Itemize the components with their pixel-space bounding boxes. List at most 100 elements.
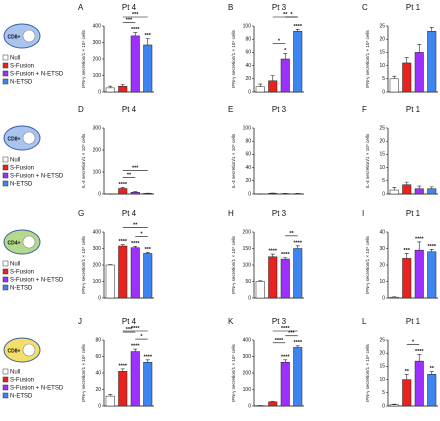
y-tick-label: 0 <box>248 89 251 95</box>
legend-label: Null <box>10 158 20 164</box>
bar <box>268 401 278 407</box>
y-tick-label: 0 <box>382 191 385 197</box>
y-tick-label: 20 <box>379 262 385 268</box>
significance: **** <box>118 363 127 369</box>
bar <box>389 296 399 299</box>
cell-nucleus <box>22 29 36 43</box>
cell-icon <box>3 125 41 151</box>
cell-label: CD4+ <box>8 240 21 246</box>
bar <box>255 86 265 93</box>
error-bar <box>392 403 397 405</box>
y-tick-label: 300 <box>93 246 102 252</box>
y-tick-label: 40 <box>245 165 251 171</box>
bar <box>143 253 153 299</box>
y-tick-label: 5 <box>382 178 385 184</box>
error-bar <box>120 368 125 372</box>
y-axis-label: IFN-γ secretion/1 × 10⁶ cells <box>81 343 86 401</box>
bracket-label: * <box>412 339 415 345</box>
legend-swatch <box>2 172 9 179</box>
bar <box>389 404 399 407</box>
legend-swatch <box>2 260 9 267</box>
y-tick-label: 100 <box>243 23 252 29</box>
error-bar <box>295 345 300 348</box>
bar <box>118 245 128 299</box>
bar <box>389 78 399 93</box>
error-bar <box>417 185 422 189</box>
legend-label: S-Fusion <box>10 378 34 384</box>
y-tick-label: 400 <box>93 229 102 235</box>
error-bar <box>283 53 288 59</box>
legend-label: Null <box>10 262 20 268</box>
bracket-label: *** <box>132 165 139 171</box>
bar <box>389 189 399 195</box>
legend-label: S-Fusion <box>10 166 34 172</box>
error-bar <box>120 244 125 247</box>
legend-label: Null <box>10 56 20 62</box>
error-bar <box>417 354 422 362</box>
bar <box>143 44 153 93</box>
bar <box>293 248 303 299</box>
significance: **** <box>281 252 290 258</box>
y-tick-label: 20 <box>379 139 385 145</box>
y-tick-label: 0 <box>98 295 101 301</box>
y-axis-label: IFN-γ secretion/1 × 10⁶ cells <box>365 235 370 293</box>
bar <box>268 193 278 195</box>
bracket-label: ** <box>289 231 294 237</box>
bracket-label: ** <box>127 172 132 178</box>
y-tick-label: 80 <box>245 139 251 145</box>
panel-letter: A <box>78 3 84 12</box>
bar <box>402 258 412 299</box>
y-tick-label: 60 <box>95 354 101 360</box>
bar <box>402 379 412 407</box>
y-tick-label: 60 <box>245 152 251 158</box>
y-tick-label: 300 <box>93 125 102 131</box>
bar <box>130 351 140 407</box>
cell-label: CD8+ <box>8 34 21 40</box>
bar <box>143 362 153 407</box>
error-bar <box>295 245 300 249</box>
bar <box>130 247 140 299</box>
legend-swatch <box>2 368 9 375</box>
legend-label: S-Fusion + N-ETSD <box>10 386 64 392</box>
y-tick-label: 5 <box>382 390 385 396</box>
y-axis-label: IFN-γ secretion/1 × 10⁶ cells <box>81 235 86 293</box>
significance: **** <box>281 354 290 360</box>
y-tick-label: 25 <box>379 23 385 29</box>
legend-swatch <box>2 156 9 163</box>
y-tick-label: 50 <box>245 279 251 285</box>
bar <box>414 52 424 93</box>
y-tick-label: 100 <box>243 125 252 131</box>
bar <box>414 249 424 299</box>
error-bar <box>120 83 125 87</box>
bar <box>118 188 128 195</box>
panel-letter: G <box>78 209 84 218</box>
error-bar <box>392 75 397 79</box>
panel-title: Pt 4 <box>122 3 137 12</box>
bar <box>427 188 437 195</box>
y-axis-label: IFN-γ secretion/1 × 10⁶ cells <box>365 343 370 401</box>
panel-title: Pt 1 <box>406 209 421 218</box>
bar <box>402 184 412 195</box>
panel-title: Pt 1 <box>406 3 421 12</box>
y-tick-label: 200 <box>93 147 102 153</box>
error-bar <box>270 75 275 81</box>
panel-letter: C <box>362 3 368 12</box>
bar <box>255 281 265 299</box>
legend-swatch <box>2 164 9 171</box>
legend-swatch <box>2 392 9 399</box>
bracket-label: *** <box>288 331 295 337</box>
error-bar <box>258 280 263 282</box>
bar <box>280 362 290 407</box>
significance: **** <box>268 249 277 255</box>
error-bar <box>108 85 113 88</box>
error-bar <box>404 181 409 185</box>
bar <box>280 58 290 93</box>
bar <box>105 264 115 299</box>
bar <box>293 31 303 93</box>
y-tick-label: 200 <box>243 229 252 235</box>
y-axis-label: IFN-γ secretion/1 × 10⁶ cells <box>231 343 236 401</box>
y-axis-label: IL-4 secretion/1 × 10⁶ cells <box>365 133 370 188</box>
y-tick-label: 40 <box>95 370 101 376</box>
bar <box>427 31 437 93</box>
y-tick-label: 10 <box>379 279 385 285</box>
